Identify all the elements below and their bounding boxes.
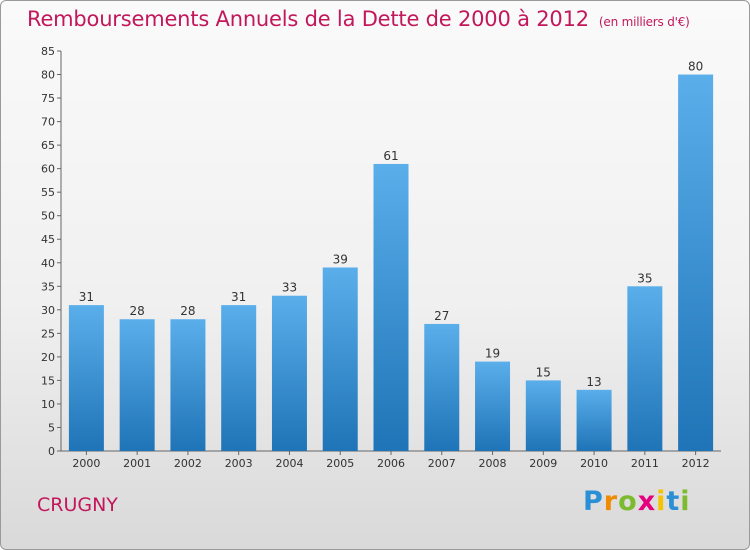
bar: [576, 389, 612, 451]
data-label: 19: [485, 347, 500, 361]
bar: [373, 163, 409, 452]
bar: [475, 361, 511, 451]
bar: [525, 380, 561, 451]
y-tick-label: 55: [41, 186, 55, 199]
x-tick-label: 2000: [72, 457, 100, 470]
y-tick-label: 25: [41, 327, 55, 340]
data-label: 33: [282, 281, 297, 295]
data-label: 80: [688, 60, 703, 74]
y-tick-label: 35: [41, 280, 55, 293]
data-label: 31: [79, 290, 94, 304]
bar: [322, 267, 358, 451]
data-label: 61: [383, 149, 398, 163]
x-tick-label: 2005: [326, 457, 354, 470]
y-tick-label: 40: [41, 257, 55, 270]
chart-axes: 0 5 10 15 20 25 30 35 40 45 50 55 60 65 70 75 80 85 2000 20…: [41, 45, 721, 470]
y-tick-label: 85: [41, 45, 55, 58]
y-tick-label: 75: [41, 92, 55, 105]
bar: [678, 74, 714, 451]
chart-unit: (en milliers d'€): [598, 15, 690, 29]
data-label: 28: [130, 304, 145, 318]
y-tick-label: 60: [41, 163, 55, 176]
bar: [221, 305, 257, 451]
logo-letter: i: [656, 486, 667, 517]
x-tick-label: 2009: [529, 457, 557, 470]
logo-letter: r: [603, 486, 619, 517]
x-tick-label: 2008: [479, 457, 507, 470]
data-label: 31: [231, 290, 246, 304]
x-tick-label: 2006: [377, 457, 405, 470]
y-tick-label: 65: [41, 139, 55, 152]
y-tick-label: 5: [48, 421, 55, 434]
chart-data-labels: 31 28 28 31 33 39 61 27 19 15 13 35 80: [79, 60, 704, 389]
x-tick-label: 2003: [225, 457, 253, 470]
chart-title: Remboursements Annuels de la Dette de 20…: [27, 7, 690, 31]
logo-letter: x: [637, 486, 657, 517]
logo-letter: i: [680, 486, 691, 517]
y-tick-label: 45: [41, 233, 55, 246]
y-tick-label: 80: [41, 69, 55, 82]
y-tick-label: 0: [48, 445, 55, 458]
bar: [424, 323, 460, 451]
bar: [68, 305, 104, 451]
x-tick-label: 2004: [275, 457, 303, 470]
y-tick-label: 50: [41, 210, 55, 223]
data-label: 15: [536, 365, 551, 379]
x-tick-label: 2001: [123, 457, 151, 470]
data-label: 39: [333, 252, 348, 266]
bar: [627, 286, 663, 451]
data-label: 35: [637, 271, 652, 285]
y-tick-label: 15: [41, 374, 55, 387]
x-tick-label: 2002: [174, 457, 202, 470]
x-tick-label: 2011: [631, 457, 659, 470]
logo-letter: t: [666, 486, 681, 517]
logo-letter: o: [618, 486, 638, 517]
bar: [170, 319, 206, 451]
y-tick-label: 20: [41, 351, 55, 364]
bar: [271, 295, 307, 451]
data-label: 28: [180, 304, 195, 318]
x-tick-label: 2010: [580, 457, 608, 470]
proxiti-logo: Proxiti: [583, 486, 691, 517]
chart-bars: [68, 74, 714, 452]
y-tick-label: 10: [41, 398, 55, 411]
commune-name: CRUGNY: [37, 494, 118, 516]
y-tick-label: 30: [41, 304, 55, 317]
logo-letter: P: [583, 486, 604, 517]
chart-title-text: Remboursements Annuels de la Dette de 20…: [27, 7, 589, 31]
x-tick-label: 2012: [682, 457, 710, 470]
y-tick-label: 70: [41, 116, 55, 129]
data-label: 27: [434, 309, 449, 323]
x-tick-label: 2007: [428, 457, 456, 470]
bar: [119, 319, 155, 451]
data-label: 13: [586, 375, 601, 389]
